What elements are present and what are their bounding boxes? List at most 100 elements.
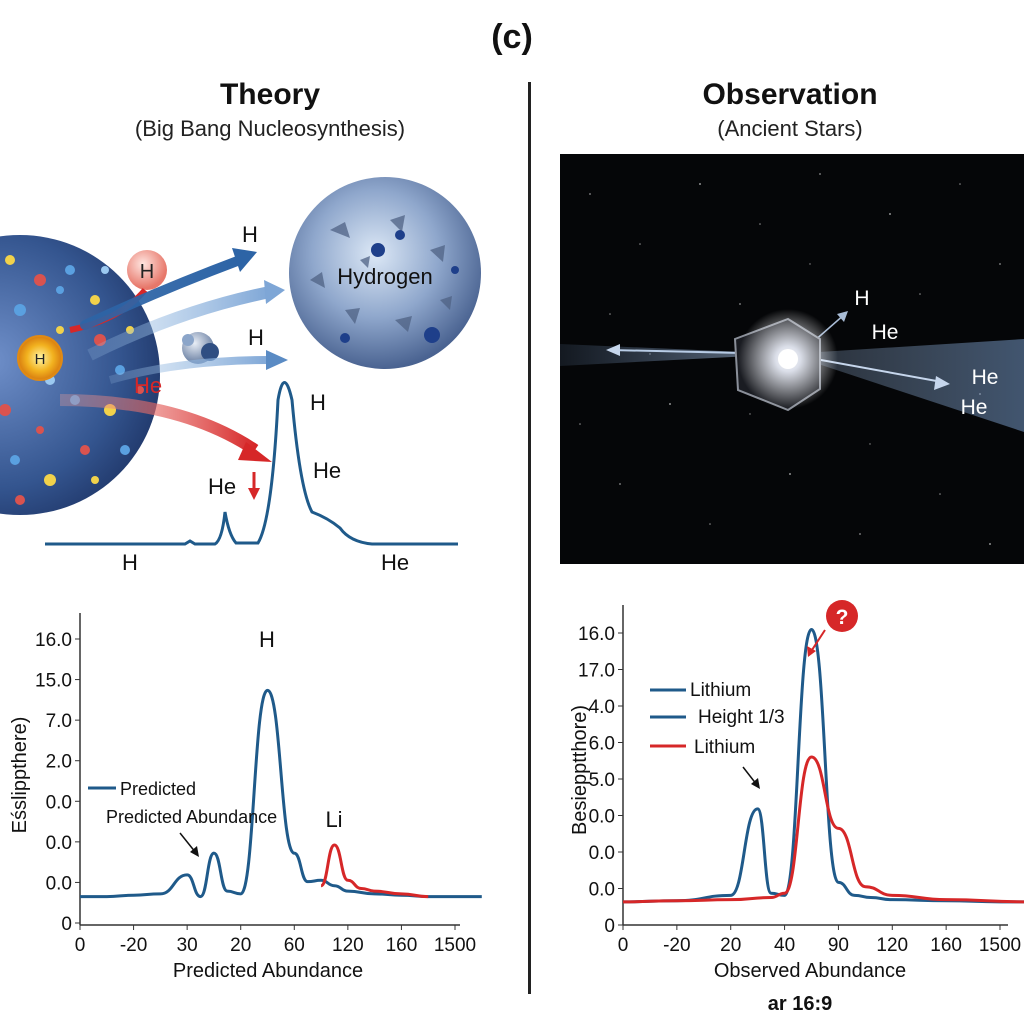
left-series [79,688,482,899]
panel-label: (c) [491,18,533,56]
predicted-abundance-chart: 16.0 15.0 7.0 2.0 0.0 0.0 0.0 0 0 -20 30 20 60 120 16… [9,613,482,982]
y-tick-label: 15.0 [35,671,72,692]
left-y-ticks: 16.0 15.0 7.0 2.0 0.0 0.0 0.0 0 [35,630,80,935]
hydrogen-specks [310,215,452,332]
y-tick-label: 5.0 [589,770,615,791]
spectrum-peak-label: H [310,390,326,415]
y-tick-label: 17.0 [578,661,615,682]
y-tick-label: 0.0 [46,833,72,854]
arrow2-label: H [248,325,264,350]
x-tick-label: 0 [618,935,629,956]
x-tick-label: 60 [284,935,305,956]
fade-arrow-head [264,280,285,304]
series-line-0 [79,688,482,899]
x-tick-label: 160 [386,935,418,956]
y-tick-label: 6.0 [589,734,615,755]
x-tick-label: 90 [828,935,849,956]
ancient-stars-image: H He He He [560,154,1024,564]
question-pointer-head [807,646,816,657]
right-x-ticks: 0 -20 20 40 90 120 160 1500 [618,925,1021,956]
arrow1-label: H [242,222,258,247]
space-label-2: He [872,321,899,344]
left-annotation-arrow-head [190,846,199,857]
nucleus-arrow [108,356,271,384]
spectrum-base-right-label: He [381,550,409,575]
right-legend-label-3: Lithium [694,737,755,758]
left-subtitle: (Big Bang Nucleosynthesis) [134,116,406,141]
y-tick-label: 16.0 [35,630,72,651]
x-tick-label: 20 [720,935,741,956]
y-tick-label: 0 [604,916,615,937]
left-annotation-h: H [259,627,275,652]
spectrum-small-peak-label: He [208,474,236,499]
x-tick-label: 1500 [434,935,476,956]
star-field [579,173,1001,545]
space-label-3: He [972,366,999,389]
up-ray-head [837,311,848,322]
series-line-1 [622,755,1024,904]
blue-arrow-up [80,255,245,330]
star-core [778,349,798,369]
x-tick-label: 40 [774,935,795,956]
hydrogen-bubble [127,250,167,290]
panel-divider [528,82,531,994]
y-tick-label: 2.0 [46,752,72,773]
hydrogen-sphere [289,177,481,369]
red-down-arrow-head [248,488,260,500]
left-annotation-abundance: Predicted Abundance [106,807,277,827]
blue-arrow-up-head [232,248,257,272]
y-tick-label: 0.0 [46,873,72,894]
y-tick-label: 0.0 [589,880,615,901]
y-tick-label: 0.0 [589,843,615,864]
he-arrow-head [238,442,272,462]
left-legend-label: Predicted [120,779,196,799]
x-tick-label: 1500 [979,935,1021,956]
left-x-ticks: 0 -20 30 20 60 120 160 1500 [75,925,476,956]
right-annotation-arrow-head [751,778,760,789]
x-tick-label: 120 [876,935,908,956]
nucleus-arrow-head [266,350,288,370]
y-tick-label: 4.0 [589,697,615,718]
y-tick-label: 16.0 [578,624,615,645]
right-y-ticks: 16.0 17.0 4.0 6.0 5.0 0.0 0.0 0.0 0 [578,624,623,937]
y-tick-label: 0.0 [46,792,72,813]
left-annotation-li: Li [325,807,342,832]
left-title: Theory [219,78,321,111]
right-subtitle: (Ancient Stars) [717,116,863,141]
left-ray-head [606,344,620,356]
x-tick-label: 160 [930,935,962,956]
x-tick-label: 0 [75,935,86,956]
right-legend-label-2: Height 1/3 [698,707,785,728]
sphere-label: Hydrogen [337,264,432,289]
he-arrow [59,394,259,455]
he-arrow-label: He [134,373,162,398]
x-tick-label: -20 [120,935,147,956]
x-tick-label: 30 [177,935,198,956]
spectrum-shoulder-label: He [313,458,341,483]
core-nucleus [17,335,63,381]
right-light-cone [788,339,1024,432]
right-legend-label-1: Lithium [690,680,751,701]
right-title: Observation [702,78,878,111]
theory-spectrum-line [45,381,458,546]
question-badge [826,600,858,632]
y-tick-label: 0 [61,914,72,935]
right-xlabel: Observed Abundance [714,960,906,982]
right-ylabel: Besiepptthore) [569,705,591,835]
y-tick-label: 7.0 [46,711,72,732]
x-tick-label: 120 [332,935,364,956]
x-tick-label: -20 [663,935,690,956]
x-tick-label: 20 [230,935,251,956]
hydrogen-blue-specks [340,230,459,343]
series-line-1 [319,843,429,899]
nucleosynthesis-illustration: H H H H He Hydrogen H He He H He [0,177,481,575]
fade-arrow [87,286,272,361]
question-mark: ? [836,606,849,629]
left-xlabel: Predicted Abundance [173,960,363,982]
right-series [622,627,1024,904]
right-ray-head [934,376,950,390]
left-ylabel: Eśslippthere) [9,717,31,834]
y-tick-label: 0.0 [589,807,615,828]
observed-abundance-chart: 16.0 17.0 4.0 6.0 5.0 0.0 0.0 0.0 0 0 -20 20 40 90 12… [569,600,1024,982]
bubble-label: H [140,261,154,283]
